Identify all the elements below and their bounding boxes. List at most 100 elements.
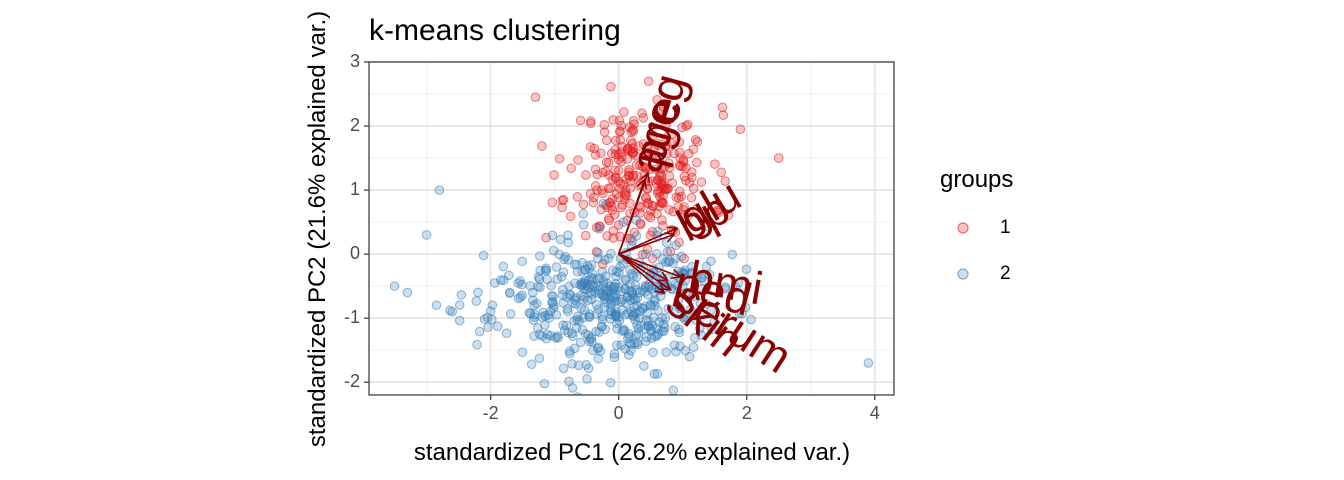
point-group-2	[558, 267, 569, 277]
panel-background	[369, 62, 894, 395]
point-group-2	[535, 282, 545, 293]
point-group-2	[670, 253, 681, 264]
point-group-1	[642, 244, 653, 255]
point-group-2	[668, 385, 679, 395]
point-group-1	[659, 179, 669, 190]
point-group-2	[614, 267, 624, 278]
point-group-2	[471, 296, 482, 306]
point-group-1	[606, 148, 617, 159]
point-group-2	[557, 290, 568, 300]
point-group-2	[517, 256, 527, 267]
point-group-2	[741, 264, 752, 274]
point-group-2	[529, 309, 540, 320]
point-outlier-group-2	[447, 306, 458, 317]
loading-arrow-serum	[618, 253, 670, 289]
point-group-2	[663, 303, 674, 314]
point-group-1	[687, 172, 697, 183]
legend-key-1	[957, 222, 969, 234]
point-group-1	[581, 170, 591, 180]
point-group-2	[608, 292, 619, 303]
point-group-2	[529, 331, 539, 341]
point-group-1	[645, 212, 656, 223]
point-group-2	[609, 349, 620, 359]
point-group-2	[618, 217, 629, 227]
panel-border	[368, 61, 895, 396]
point-group-1	[691, 157, 702, 168]
point-group-2	[542, 329, 553, 340]
y-axis-title: standardized PC2 (21.6% explained var.)	[304, 11, 331, 447]
point-group-2	[581, 280, 592, 290]
point-group-2	[689, 291, 699, 302]
point-group-2	[474, 326, 485, 337]
point-group-2	[533, 272, 544, 282]
legend-label-1: 1	[1000, 217, 1011, 238]
point-group-2	[641, 336, 651, 346]
point-group-2	[573, 360, 584, 371]
point-group-2	[501, 328, 512, 339]
point-group-2	[541, 263, 551, 274]
point-group-2	[431, 300, 442, 311]
point-group-2	[695, 298, 706, 309]
point-group-2	[685, 305, 696, 315]
point-group-2	[558, 284, 568, 295]
point-group-1	[664, 204, 674, 215]
point-group-2	[619, 326, 630, 336]
point-group-1	[602, 231, 612, 241]
loading-arrow-bp	[618, 235, 673, 255]
point-group-2	[552, 274, 562, 284]
point-group-2	[706, 305, 717, 315]
point-group-2	[652, 369, 663, 379]
point-group-1	[643, 76, 654, 87]
point-group-2	[610, 309, 621, 319]
point-group-2	[680, 312, 691, 323]
point-group-1	[585, 142, 596, 152]
loading-arrow-bmi	[618, 253, 680, 276]
point-group-2	[606, 248, 616, 259]
point-group-2	[534, 353, 545, 364]
point-group-1	[684, 177, 695, 188]
loading-arrow-skin	[618, 253, 664, 292]
point-group-1	[537, 141, 547, 151]
point-group-2	[690, 332, 700, 343]
point-group-2	[551, 262, 562, 272]
point-group-1	[590, 164, 601, 175]
point-group-2	[620, 284, 631, 294]
point-group-2	[567, 328, 577, 339]
point-group-2	[605, 377, 616, 388]
point-outlier-group-2	[389, 281, 400, 291]
point-group-2	[727, 249, 738, 260]
point-group-1	[598, 188, 608, 199]
point-group-2	[618, 258, 629, 269]
point-group-1	[718, 110, 729, 121]
point-group-2	[592, 343, 603, 354]
point-group-2	[547, 230, 558, 241]
point-group-2	[701, 261, 712, 272]
point-group-1	[717, 102, 728, 113]
point-outlier-group-1	[530, 92, 541, 103]
point-group-1	[547, 197, 558, 208]
point-group-2	[657, 254, 668, 264]
point-group-1	[658, 102, 669, 112]
point-group-2	[632, 337, 643, 348]
point-group-1	[657, 215, 667, 225]
point-group-1	[610, 173, 621, 184]
point-group-2	[586, 294, 597, 305]
point-group-2	[560, 251, 571, 262]
point-group-1	[683, 210, 694, 220]
point-group-2	[583, 363, 594, 374]
point-group-2	[594, 223, 604, 234]
point-group-2	[456, 290, 467, 300]
point-group-2	[631, 284, 642, 295]
point-group-2	[526, 359, 537, 370]
point-group-2	[588, 345, 598, 356]
point-group-2	[556, 272, 567, 282]
x-tick-label: 4	[870, 403, 880, 423]
point-group-1	[558, 194, 569, 205]
point-group-1	[629, 119, 639, 129]
point-group-1	[613, 154, 624, 165]
point-group-1	[605, 183, 616, 193]
point-group-2	[582, 374, 592, 384]
point-group-2	[524, 307, 535, 318]
point-group-1	[616, 147, 626, 157]
